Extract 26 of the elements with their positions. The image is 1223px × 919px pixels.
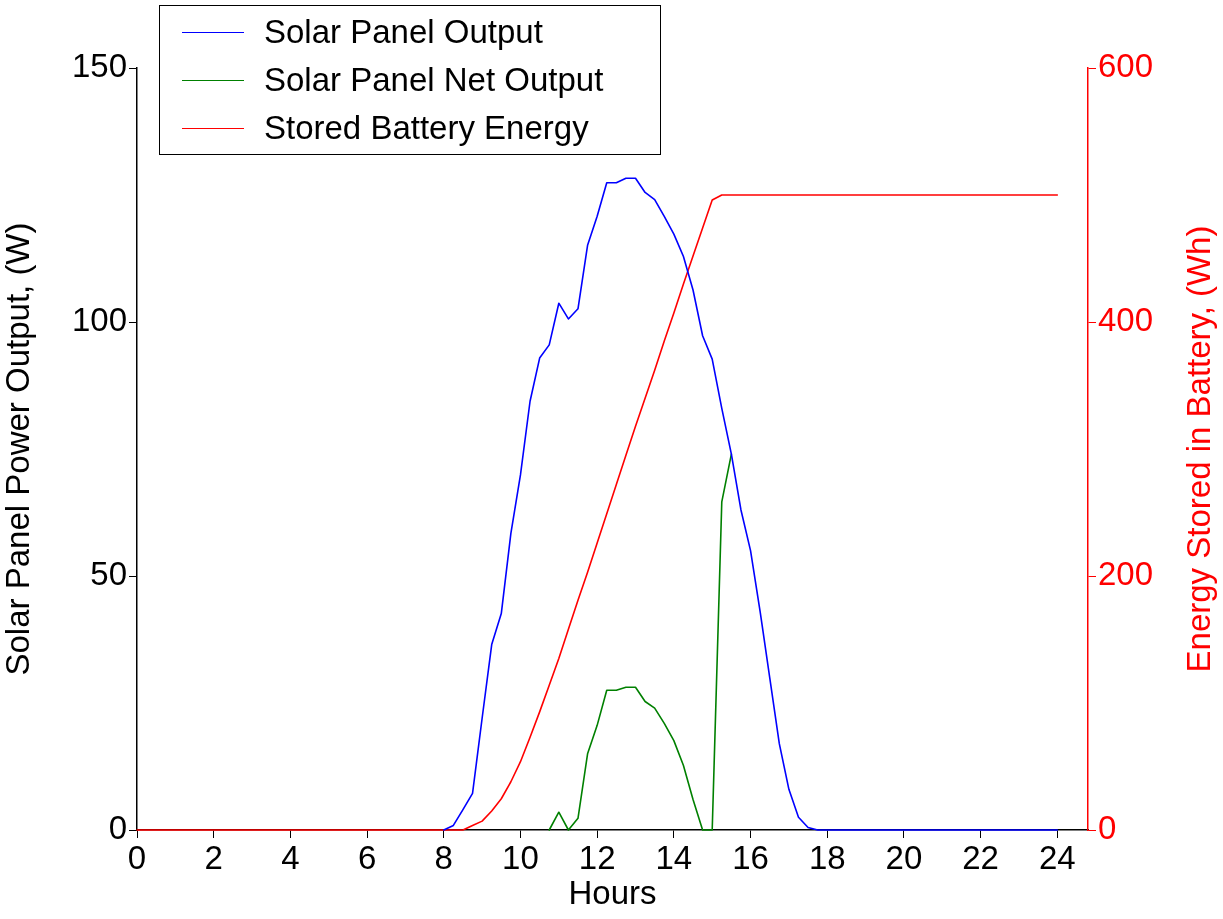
x-tick-label: 12 xyxy=(578,838,616,876)
x-tick-label: 16 xyxy=(732,838,769,876)
legend-label: Solar Panel Net Output xyxy=(264,60,604,100)
y-tick-label: 150 xyxy=(71,47,127,85)
x-tick-label: 4 xyxy=(281,838,300,876)
y-tick-label: 50 xyxy=(90,555,127,593)
y-tick-label: 100 xyxy=(71,301,127,339)
x-tick-label: 18 xyxy=(808,838,846,876)
y-axis-title: Solar Panel Power Output, (W) xyxy=(0,222,36,676)
y2-axis-title: Energy Stored in Battery, (Wh) xyxy=(1179,225,1217,673)
y2-tick-label: 600 xyxy=(1098,47,1154,85)
x-tick-label: 22 xyxy=(962,838,999,876)
y-tick-label: 0 xyxy=(108,809,127,847)
x-tick-label: 14 xyxy=(655,838,693,876)
x-axis-title: Hours xyxy=(568,874,657,912)
legend-label: Stored Battery Energy xyxy=(264,108,589,148)
y2-tick-label: 400 xyxy=(1098,301,1154,339)
x-tick-label: 8 xyxy=(434,838,453,876)
x-tick-label: 10 xyxy=(502,838,539,876)
y2-tick-label: 200 xyxy=(1098,555,1154,593)
x-tick-label: 20 xyxy=(885,838,923,876)
x-tick-label: 6 xyxy=(357,838,377,876)
x-tick-label: 2 xyxy=(204,838,223,876)
x-tick-label: 24 xyxy=(1038,838,1076,876)
y2-tick-label: 0 xyxy=(1098,809,1117,847)
legend-label: Solar Panel Output xyxy=(264,12,543,52)
